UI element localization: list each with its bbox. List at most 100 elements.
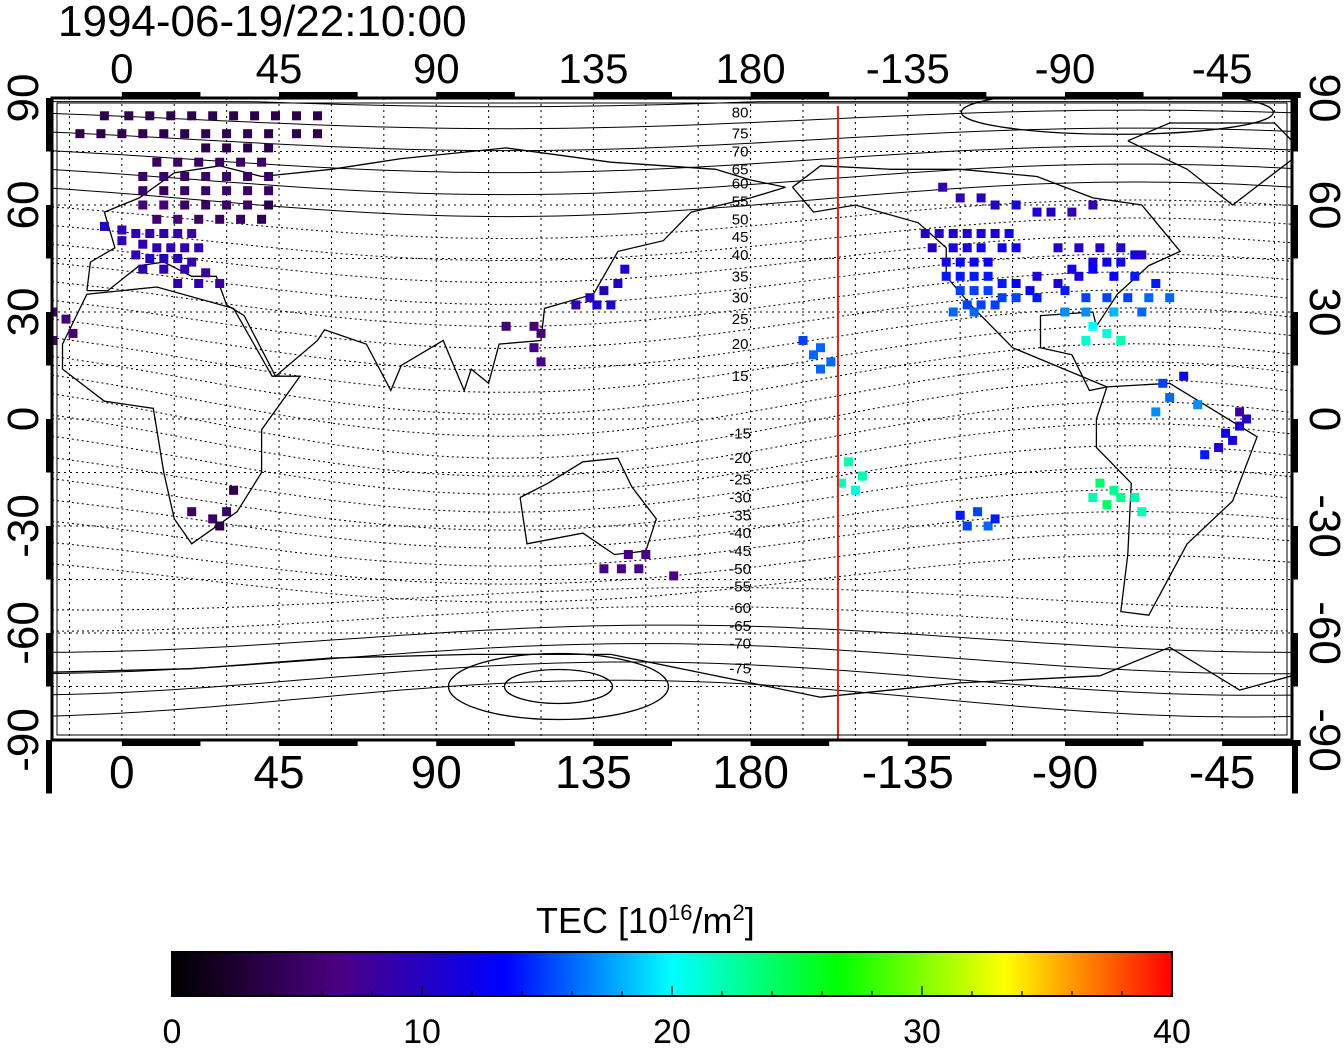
x-tick-bar [750,92,830,98]
colorbar-tick-label: 30 [903,1013,941,1048]
tec-point [208,111,218,121]
tec-point [955,257,965,267]
tec-point [983,521,993,531]
tec-point [1095,243,1105,253]
tec-point [117,236,127,246]
tec-point [187,257,197,267]
tec-point [616,564,626,574]
x-tick-label: -135 [862,746,954,798]
tec-point [529,321,539,331]
y-tick-bar [1292,526,1298,580]
tec-point [941,257,951,267]
y-axis-right: 90 60 30 0 -30 -60 -90 [1292,74,1344,794]
tec-point [145,229,155,238]
contour-line [52,643,1292,675]
tec-point [215,521,225,531]
north-pole-contour [960,98,1274,135]
tec-point [180,172,190,181]
tec-point [159,129,169,139]
y-tick-label: 90 [1300,74,1344,123]
y-tick-label: 0 [0,407,48,431]
x-tick-label: 180 [712,746,789,798]
tec-point [1137,307,1147,317]
contour-line [52,586,1292,611]
contour-line [52,679,1292,718]
contour-line [52,467,1292,531]
tec-point [152,243,162,253]
contour-line [52,127,1292,152]
x-axis-bottom: 0 45 90 135 180 -135 -90 -45 [109,740,1301,798]
x-tick-label: 90 [411,746,462,798]
contour-line [52,445,1292,513]
tec-point [61,314,71,324]
tec-point [983,286,993,296]
tec-point [592,300,602,310]
tec-point [1158,378,1168,388]
tec-point [938,182,948,192]
tec-point [180,129,190,139]
tec-point [173,279,183,288]
tec-point [1123,293,1133,303]
tec-point [529,343,539,353]
tec-point [1193,400,1203,410]
contour-line [52,181,1292,218]
contour-label: 15 [732,368,749,385]
tec-point [969,307,979,317]
contour-label: -55 [729,579,751,596]
x-tick-label: 90 [413,45,460,92]
contour-label: 40 [732,247,749,264]
tec-point [117,129,127,139]
y-tick-bar [46,419,52,473]
y-tick-label: 30 [1300,288,1344,337]
tec-point [99,111,109,121]
y-tick-label: 0 [1300,407,1344,431]
tec-point [264,129,274,139]
tec-point [976,229,986,238]
tec-point [501,321,511,331]
tec-point [976,243,986,253]
tec-point [236,214,246,224]
tec-point [187,111,197,121]
coastline [86,147,786,393]
tec-point [75,129,85,139]
south-pole-contour [447,652,670,721]
tec-point [1025,286,1035,296]
tec-point [641,550,651,559]
coastline [61,286,302,545]
contour-label: -15 [729,425,751,442]
tec-point [243,200,253,210]
x-tick-label: -90 [1035,45,1096,92]
contour-label: -70 [729,636,751,653]
tec-point [1102,500,1112,510]
colorbar-title: TEC [1016/m2] [536,900,755,941]
coastline [792,165,1182,392]
y-tick-label: -60 [0,601,48,665]
colorbar-tick-label: 20 [653,1013,691,1048]
contour-label: 30 [732,290,749,307]
x-tick-bar [279,92,358,98]
tec-point [138,239,148,249]
contour-label: -50 [729,561,751,578]
south-pole-contour [503,668,614,705]
tec-point [173,254,183,263]
x-tick-label: 0 [109,746,135,798]
tec-point [1011,293,1021,303]
tec-point [201,143,211,153]
tec-point [536,328,546,338]
tec-point [997,279,1007,288]
contour-label: -45 [729,543,751,560]
tec-point [131,229,141,238]
tec-point [809,350,818,360]
y-tick-label: 30 [0,288,48,337]
tec-point [1179,371,1189,381]
tec-point [138,200,148,210]
contour-label: 60 [732,176,749,193]
y-tick-label: 60 [1300,181,1344,230]
tec-point [850,485,860,495]
tec-point [955,286,965,296]
colorbar-tick-label: 10 [403,1013,441,1048]
tec-point [159,229,169,238]
y-tick-label: -90 [1300,708,1344,772]
x-tick-bar [750,740,830,746]
